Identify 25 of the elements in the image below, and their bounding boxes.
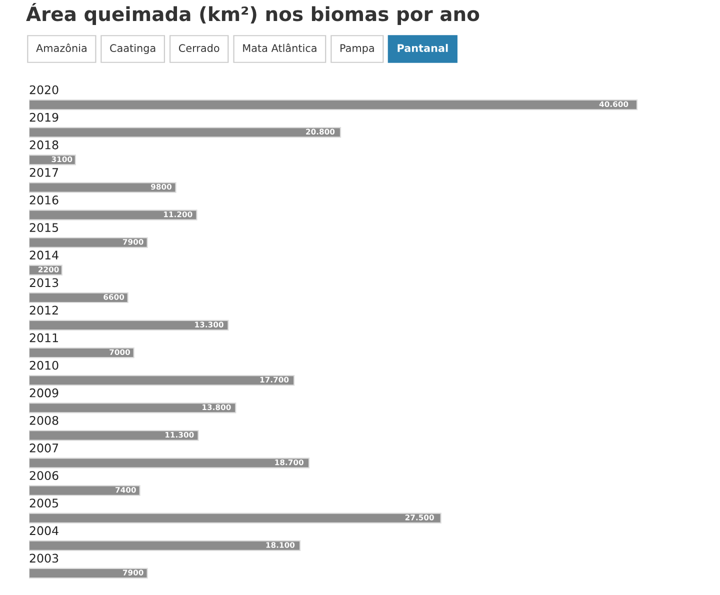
y-tick-label: 2012 <box>30 306 58 315</box>
text: Cerrado <box>178 44 220 52</box>
y-tick-label: 2004 <box>30 526 58 536</box>
y-tick-label: 2015 <box>30 223 58 232</box>
y-tick-label: 2006 <box>30 471 58 480</box>
y-tick-label: 2014 <box>30 250 58 260</box>
y-tick-label: 2003 <box>30 554 58 563</box>
y-tick-label: 2019 <box>30 112 58 122</box>
chart-title: Área queimada (km²) nos biomas por ano <box>26 2 480 26</box>
text: Caatinga <box>110 44 156 54</box>
y-tick-label: 2016 <box>30 196 58 204</box>
y-tick-label: 2005 <box>30 498 58 508</box>
text: Pampa <box>340 44 374 54</box>
y-tick-label: 2008 <box>30 416 58 425</box>
y-tick-label: 2018 <box>30 140 58 150</box>
text: Pantanal <box>398 44 448 52</box>
y-tick-label: 2011 <box>30 333 58 342</box>
y-tick-label: 2017 <box>30 168 58 177</box>
y-tick-label: 2013 <box>30 278 58 288</box>
y-tick-label: 2010 <box>30 360 58 370</box>
y-tick-label: 2020 <box>30 85 58 94</box>
y-tick-label: 2009 <box>30 388 58 398</box>
text: Mata Atlântica <box>243 44 316 52</box>
text: Amazônia <box>36 44 86 52</box>
y-tick-label: 2007 <box>30 444 58 452</box>
